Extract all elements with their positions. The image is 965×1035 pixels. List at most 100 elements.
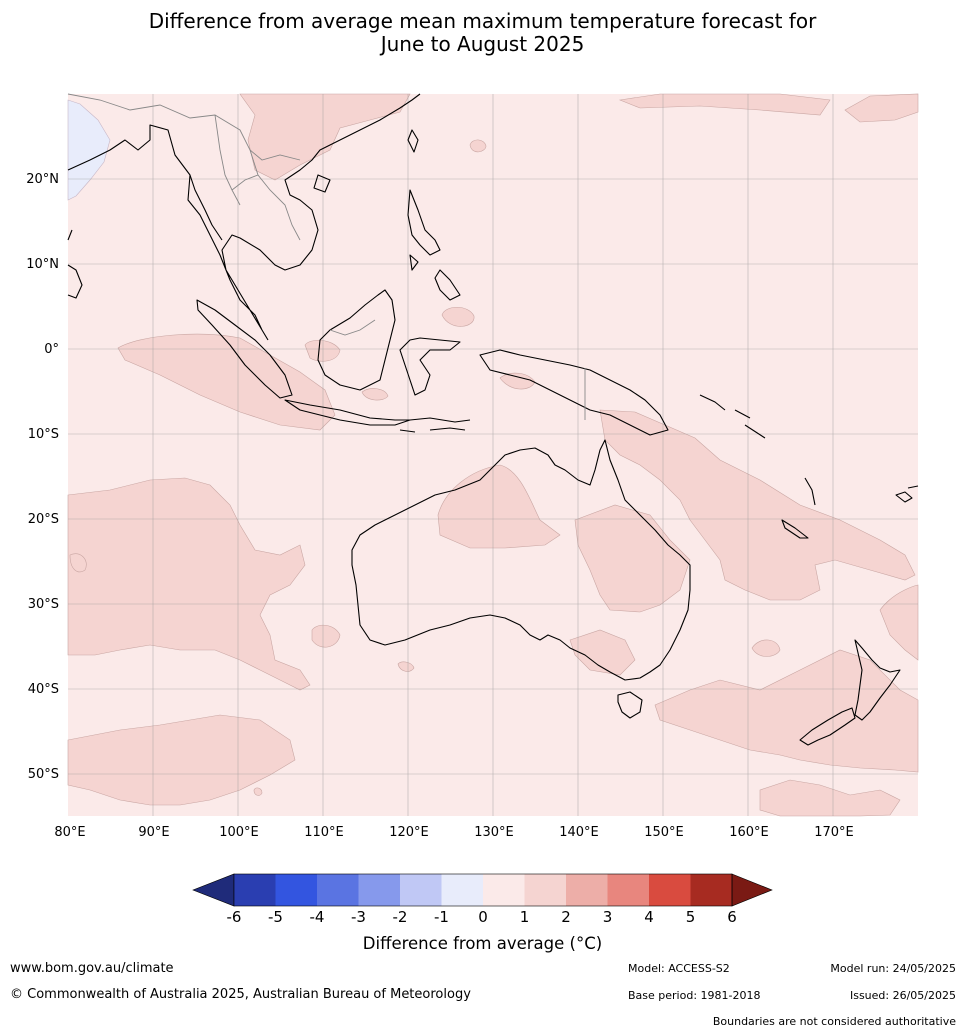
- anomaly-region-small-indian-ocean: [311, 624, 341, 648]
- copyright-notice: © Commonwealth of Australia 2025, Austra…: [10, 987, 471, 1002]
- india-coastline: [67, 229, 73, 241]
- anomaly-region-southeast-australia: [569, 629, 636, 676]
- lat-tick-labels: 20°N 10°N 0° 10°S 20°S 30°S 40°S 50°S: [26, 172, 59, 782]
- colorbar-title: Difference from average (°C): [362, 934, 603, 953]
- colorbar-segment: [649, 874, 691, 906]
- colorbar-outline: [233, 873, 733, 907]
- colorbar-segment: [275, 874, 317, 906]
- new-guinea: [479, 349, 669, 436]
- colorbar-tick-label: -4: [310, 908, 325, 926]
- issued-date: Issued: 26/05/2025: [849, 989, 956, 1002]
- taiwan: [407, 129, 419, 153]
- colorbar-tick-label: 0: [478, 908, 488, 926]
- colorbar-tick-label: -6: [227, 908, 242, 926]
- sri-lanka: [67, 264, 83, 299]
- anomaly-region-southern-islet: [253, 787, 263, 796]
- asia-borders: [67, 93, 301, 241]
- map-title: Difference from average mean maximum tem…: [0, 10, 965, 56]
- lat-tick-label: 50°S: [28, 767, 59, 782]
- boundary-disclaimer: Boundaries are not considered authoritat…: [712, 1015, 956, 1028]
- anomaly-region-tasman-sea: [751, 639, 781, 657]
- lon-tick-label: 150°E: [644, 825, 684, 840]
- colorbar-segment: [358, 874, 400, 906]
- australia-coastline: [351, 439, 691, 681]
- colorbar-segment: [690, 874, 732, 906]
- anomaly-region-coral-sea: [599, 409, 916, 601]
- lon-tick-label: 140°E: [559, 825, 599, 840]
- anomaly-region-northwest-australia: [437, 464, 561, 549]
- colorbar-tick-label: -3: [351, 908, 366, 926]
- website-link[interactable]: www.bom.gov.au/climate: [10, 961, 174, 976]
- lon-tick-label: 90°E: [138, 825, 169, 840]
- colorbar-segment: [483, 874, 525, 906]
- anomaly-region-sulawesi-sea: [441, 306, 475, 327]
- anomaly-region-indian-ocean: [117, 333, 336, 431]
- anomaly-region-islet: [469, 139, 487, 153]
- anomaly-region-great-australian-bight: [397, 661, 415, 672]
- model-name: Model: ACCESS-S2: [628, 962, 730, 975]
- anomaly-region-java-sea: [361, 388, 389, 401]
- lat-tick-label: 20°S: [28, 512, 59, 527]
- anomaly-region-negative: [67, 99, 111, 201]
- colorbar-segment: [234, 874, 276, 906]
- solomon-islands: [699, 394, 766, 439]
- colorbar-tick-label: 5: [686, 908, 696, 926]
- sumatra: [196, 299, 293, 399]
- colorbar-segment: [524, 874, 566, 906]
- lon-tick-labels: 80°E 90°E 100°E 110°E 120°E 130°E 140°E …: [54, 825, 853, 840]
- fiji: [895, 485, 919, 503]
- colorbar-segment: [566, 874, 608, 906]
- lon-tick-label: 130°E: [474, 825, 514, 840]
- anomaly-region-eastern-australia: [574, 504, 691, 613]
- colorbar-tick-label: 2: [561, 908, 571, 926]
- colorbar-tick-label: 6: [727, 908, 737, 926]
- anomaly-region-western-indian-ocean: [67, 477, 311, 691]
- lesser-sunda-islands: [399, 417, 471, 433]
- colorbar-segment: [441, 874, 483, 906]
- lon-tick-label: 110°E: [304, 825, 344, 840]
- graticule: [68, 94, 918, 816]
- anomaly-region-borneo: [304, 340, 341, 362]
- lon-tick-label: 80°E: [54, 825, 85, 840]
- colorbar-segment: [607, 874, 649, 906]
- anomaly-region-china: [239, 93, 411, 181]
- lat-tick-label: 20°N: [26, 172, 59, 187]
- colorbar: -6 -5 -4 -3 -2 -1 0 1 2 3 4 5 6: [192, 873, 773, 926]
- anomaly-region-southern-ocean-east: [759, 779, 901, 817]
- anomaly-region-northeast: [844, 93, 919, 123]
- colorbar-tick-label: -2: [393, 908, 408, 926]
- anomaly-fill: [67, 93, 919, 817]
- colorbar-ticks: -6 -5 -4 -3 -2 -1 0 1 2 3 4 5 6: [227, 908, 737, 926]
- philippines: [407, 189, 461, 301]
- lon-tick-label: 120°E: [389, 825, 429, 840]
- new-zealand-south-island: [799, 707, 856, 746]
- anomaly-region-north-pacific: [618, 93, 831, 116]
- lon-tick-label: 100°E: [219, 825, 259, 840]
- title-line-1: Difference from average mean maximum tem…: [148, 9, 817, 33]
- lat-tick-label: 10°S: [28, 427, 59, 442]
- lat-tick-label: 30°S: [28, 597, 59, 612]
- lat-tick-label: 0°: [44, 342, 59, 357]
- coastlines: [67, 93, 919, 746]
- tasmania: [617, 691, 643, 719]
- indochina-coastline: [189, 174, 223, 241]
- colorbar-segment: [400, 874, 442, 906]
- base-period: Base period: 1981-2018: [628, 989, 761, 1002]
- lon-tick-label: 170°E: [814, 825, 854, 840]
- colorbar-tick-label: 3: [603, 908, 613, 926]
- colorbar-tick-label: -1: [434, 908, 449, 926]
- vanuatu: [804, 477, 816, 506]
- lat-tick-label: 10°N: [26, 257, 59, 272]
- title-line-2: June to August 2025: [380, 32, 585, 56]
- political-boundaries: [67, 93, 586, 420]
- new-caledonia: [781, 519, 809, 539]
- borneo-border: [329, 319, 376, 336]
- lon-tick-label: 160°E: [729, 825, 769, 840]
- colorbar-extend-low: [192, 873, 235, 907]
- colorbar-segment: [317, 874, 359, 906]
- borneo: [317, 289, 396, 391]
- model-run-date: Model run: 24/05/2025: [830, 962, 956, 975]
- sulawesi: [399, 337, 461, 396]
- colorbar-tick-label: 4: [644, 908, 654, 926]
